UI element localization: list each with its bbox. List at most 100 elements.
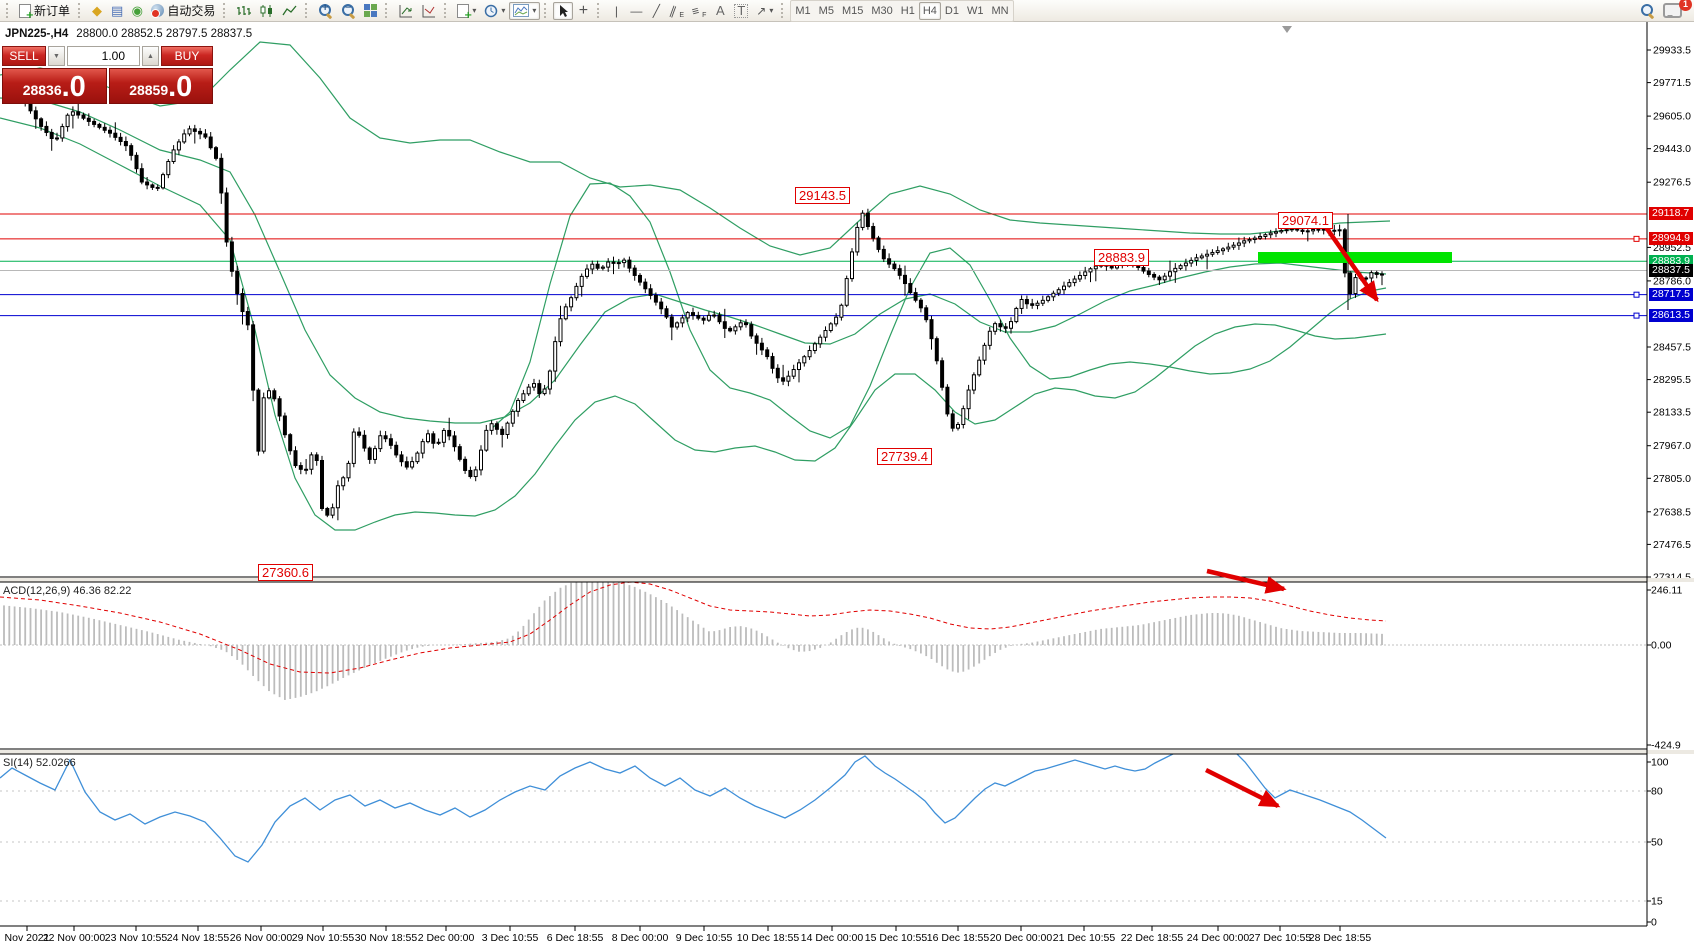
timeframe-m30-button[interactable]: M30 <box>871 4 893 17</box>
price-annotation[interactable]: 28883.9 <box>1094 249 1149 266</box>
svg-text:27638.5: 27638.5 <box>1653 506 1691 518</box>
toolbar-grip[interactable] <box>385 3 390 18</box>
news-icon: ▤ <box>111 2 124 18</box>
chart-line-button[interactable] <box>278 2 301 20</box>
periods-dropdown[interactable]: ▾ <box>480 2 509 20</box>
news-button[interactable]: ▤ <box>107 2 127 20</box>
svg-text:29 Nov 10:55: 29 Nov 10:55 <box>292 932 355 944</box>
svg-text:22 Nov 00:00: 22 Nov 00:00 <box>43 932 106 944</box>
timeframe-d1-button[interactable]: D1 <box>944 4 959 17</box>
timeframe-h1-button[interactable]: H1 <box>900 4 915 17</box>
search-button[interactable] <box>1636 2 1659 20</box>
chart-bars-button[interactable] <box>232 2 255 20</box>
toolbar-grip[interactable] <box>444 3 449 18</box>
channel-button[interactable]: ∥ E <box>666 2 688 20</box>
zoom-in-button[interactable]: + <box>314 2 337 20</box>
bar-chart-icon <box>237 5 252 15</box>
svg-text:Nov 2021: Nov 2021 <box>5 932 50 944</box>
new-chart-dropdown[interactable]: + ▾ <box>453 2 480 20</box>
price-annotation[interactable]: 29074.1 <box>1278 212 1333 229</box>
indicators-button[interactable] <box>394 2 417 20</box>
svg-text:27805.0: 27805.0 <box>1653 473 1691 485</box>
toolbar-grip[interactable] <box>781 3 786 18</box>
toolbar-grip[interactable] <box>6 3 11 18</box>
tile-windows-button[interactable] <box>360 2 381 20</box>
sell-price-int: 28836 <box>22 82 62 98</box>
svg-text:29605.0: 29605.0 <box>1653 111 1691 123</box>
svg-text:29276.5: 29276.5 <box>1653 177 1691 189</box>
toolbar-grip[interactable] <box>78 3 83 18</box>
text-label-button[interactable]: T <box>730 2 752 20</box>
volume-decrease-button[interactable]: ▼ <box>48 46 65 66</box>
fibonacci-icon: ≡ <box>690 2 701 19</box>
sell-price-dec: .0 <box>61 71 86 103</box>
sell-price-button[interactable]: 28836.0 <box>2 68 107 104</box>
volume-increase-button[interactable]: ▲ <box>142 46 159 66</box>
price-annotation[interactable]: 29143.5 <box>795 187 850 204</box>
arrows-dropdown[interactable]: ↗ ▾ <box>752 2 777 20</box>
svg-text:30 Nov 18:55: 30 Nov 18:55 <box>355 932 418 944</box>
arrow-symbols-icon: ↗ <box>756 3 767 18</box>
svg-text:28 Dec 18:55: 28 Dec 18:55 <box>1309 932 1372 944</box>
crosshair-button[interactable]: + <box>573 2 593 20</box>
sell-button[interactable]: SELL <box>2 46 46 66</box>
rsi-indicator-label: SI(14) 52.0266 <box>3 757 76 769</box>
vertical-line-button[interactable]: | <box>606 2 626 20</box>
gold-bars-button[interactable]: ◆ <box>87 2 107 20</box>
text-button[interactable]: A <box>710 2 730 20</box>
cursor-button[interactable] <box>553 1 574 20</box>
objects-button[interactable] <box>417 2 440 20</box>
timeframe-h4-button[interactable]: H4 <box>918 1 941 20</box>
cursor-icon <box>560 4 569 17</box>
price-annotation[interactable]: 27360.6 <box>258 564 313 581</box>
svg-text:27967.0: 27967.0 <box>1653 440 1691 452</box>
price-annotation[interactable]: 27739.4 <box>877 448 932 465</box>
timeframe-w1-button[interactable]: W1 <box>966 4 984 17</box>
zoom-out-icon: − <box>341 3 356 18</box>
zoom-out-button[interactable]: − <box>337 2 360 20</box>
new-order-button[interactable]: + 新订单 <box>15 2 74 20</box>
timeframe-m1-button[interactable]: M1 <box>795 4 811 17</box>
auto-trading-button[interactable]: 自动交易 <box>147 2 219 20</box>
buy-price-button[interactable]: 28859.0 <box>108 68 213 104</box>
svg-text:22 Dec 18:55: 22 Dec 18:55 <box>1121 932 1184 944</box>
signal-button[interactable]: ◉ <box>127 2 147 20</box>
new-order-icon: + <box>19 3 34 20</box>
timeframe-mn-button[interactable]: MN <box>991 4 1009 17</box>
buy-button[interactable]: BUY <box>161 46 213 66</box>
chart-title: JPN225-,H4 28800.0 28852.5 28797.5 28837.… <box>5 28 252 40</box>
svg-text:20 Dec 00:00: 20 Dec 00:00 <box>990 932 1053 944</box>
toolbar-grip[interactable] <box>305 3 310 18</box>
chart-candles-button[interactable] <box>255 2 278 20</box>
svg-text:28786.0: 28786.0 <box>1653 275 1691 287</box>
volume-input[interactable]: 1.00 <box>67 46 140 66</box>
signal-icon: ◉ <box>131 2 143 18</box>
timeframe-m5-button[interactable]: M5 <box>818 4 834 17</box>
svg-text:26 Nov 00:00: 26 Nov 00:00 <box>230 932 293 944</box>
line-chart-icon <box>282 5 297 15</box>
gold-bars-icon: ◆ <box>92 2 103 18</box>
svg-text:50: 50 <box>1651 837 1663 849</box>
toolbar-grip[interactable] <box>223 3 228 18</box>
timeframe-toolbar: M1 M5 M15 M30 H1 H4 D1 W1 MN <box>790 0 1014 22</box>
chevron-down-icon: ▾ <box>501 6 506 15</box>
fibonacci-button[interactable]: ≡ F <box>688 2 710 20</box>
auto-trading-label: 自动交易 <box>167 4 216 18</box>
new-order-label: 新订单 <box>34 4 71 18</box>
svg-text:9 Dec 10:55: 9 Dec 10:55 <box>676 932 733 944</box>
svg-text:28457.5: 28457.5 <box>1653 342 1691 354</box>
toolbar-grip[interactable] <box>597 3 602 18</box>
toolbar-grip[interactable] <box>544 3 549 18</box>
chevron-down-icon: ▾ <box>769 6 774 15</box>
chat-button[interactable]: 1 <box>1659 0 1692 20</box>
trendline-button[interactable]: ╱ <box>646 2 666 20</box>
horizontal-line-button[interactable]: — <box>626 2 646 20</box>
text-tool-icon: A <box>716 2 725 18</box>
timeframe-m15-button[interactable]: M15 <box>841 4 864 17</box>
templates-dropdown[interactable]: ▾ <box>509 1 541 20</box>
svg-text:-424.9: -424.9 <box>1651 740 1681 752</box>
svg-text:29443.0: 29443.0 <box>1653 143 1691 155</box>
svg-text:24 Dec 00:00: 24 Dec 00:00 <box>1187 932 1250 944</box>
svg-text:29771.5: 29771.5 <box>1653 77 1691 89</box>
